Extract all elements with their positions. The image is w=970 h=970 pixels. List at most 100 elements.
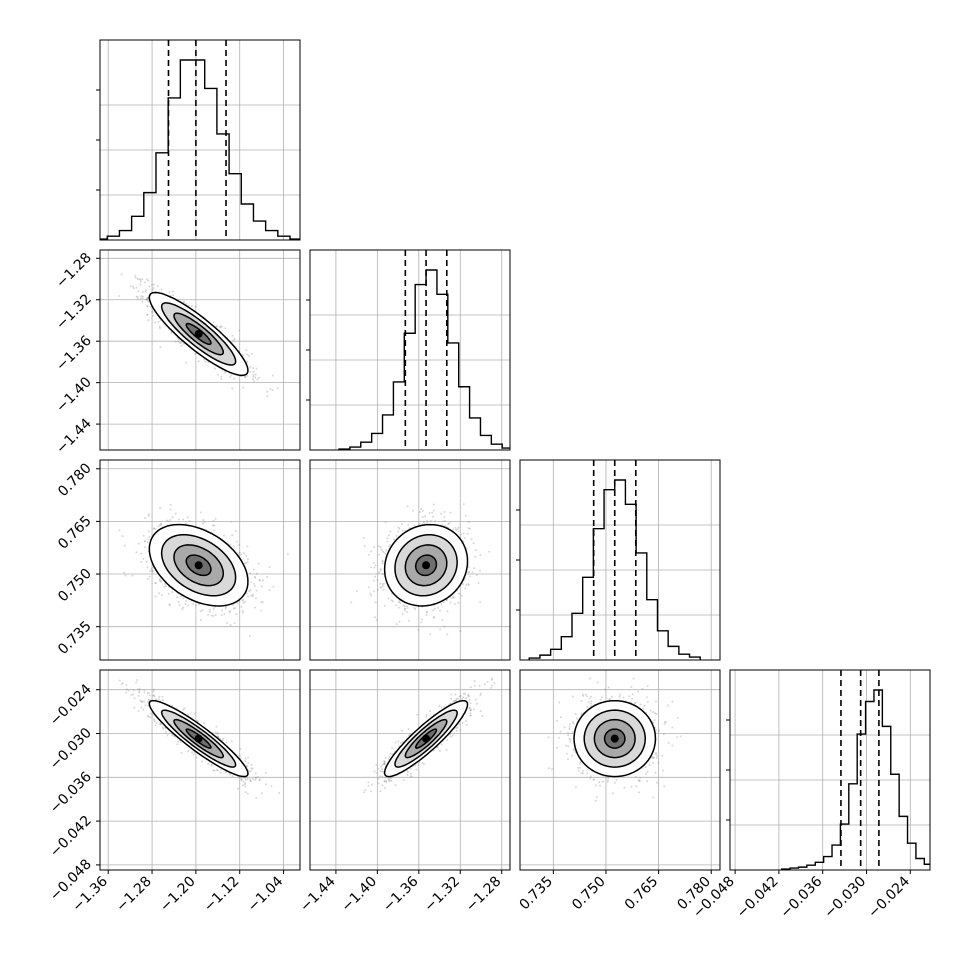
scatter-point [203,521,206,524]
scatter-point [247,354,250,357]
scatter-point [139,699,142,702]
scatter-point [251,767,254,770]
scatter-point [197,360,200,363]
scatter-point [370,566,373,569]
scatter-point [255,572,258,575]
scatter-point [467,583,470,586]
scatter-point [259,579,262,582]
panel-frame [99,39,301,241]
scatter-point [136,295,139,298]
scatter-point [244,778,247,781]
scatter-point [220,377,223,380]
scatter-point [212,607,215,610]
scatter-point [420,621,423,624]
scatter-point [229,376,232,379]
scatter-point [208,610,211,613]
scatter-point [190,305,193,308]
scatter-point [237,787,240,790]
scatter-point [250,581,253,584]
scatter-point [160,594,163,597]
scatter-point [182,597,185,600]
scatter-point [210,614,213,617]
scatter-point [183,707,186,710]
scatter-point [387,597,390,600]
scatter-point [439,628,442,631]
scatter-point [479,554,482,557]
scatter-point [151,283,154,286]
scatter-point [443,625,446,628]
scatter-point [135,551,138,554]
scatter-point [260,585,263,588]
scatter-point [179,342,182,345]
scatter-point [155,698,158,701]
scatter-point [180,344,183,347]
scatter-point [260,792,263,795]
scatter-point [412,509,415,512]
scatter-point [249,572,252,575]
scatter-point [183,300,186,303]
scatter-point [159,580,162,583]
scatter-point [195,756,198,759]
scatter-point [192,602,195,605]
scatter-point [443,519,446,522]
scatter-point [225,741,228,744]
scatter-point [240,605,243,608]
scatter-point [213,769,216,772]
scatter-point [182,606,185,609]
histogram-panel-1 [96,39,301,241]
scatter-point [449,511,452,514]
scatter-point [214,517,217,520]
scatter-point [209,608,212,611]
scatter-point [151,288,154,291]
scatter-point [420,618,423,621]
scatter-point [254,373,257,376]
scatter-point [174,512,177,515]
scatter-point [194,712,197,715]
scatter-point [221,609,224,612]
scatter-point [171,591,174,594]
scatter-point [120,683,123,686]
scatter-point [381,560,384,563]
scatter-point [167,592,170,595]
scatter-point [456,528,459,531]
scatter-point [250,594,253,597]
scatter-point [152,688,155,691]
scatter-point [266,395,269,398]
scatter-point [239,747,242,750]
scatter-point [244,782,247,785]
scatter-point [146,297,149,300]
scatter-point [434,520,437,523]
scatter-point [132,689,135,692]
scatter-point [445,599,448,602]
scatter-point [231,387,234,390]
scatter-point [403,607,406,610]
scatter-point [380,586,383,589]
scatter-point [467,571,470,574]
scatter-point [379,546,382,549]
scatter-point [187,750,190,753]
scatter-point [148,535,151,538]
scatter-point [149,570,152,573]
scatter-point [224,606,227,609]
scatter-point [473,567,476,570]
scatter-point [468,521,471,524]
histogram-step [100,59,300,240]
scatter-point [239,553,242,556]
scatter-point [268,565,271,568]
scatter-point [153,527,156,530]
scatter-point [201,522,204,525]
scatter-point [454,526,457,529]
scatter-point [233,622,236,625]
scatter-point [177,338,180,341]
scatter-point [449,601,452,604]
scatter-point [385,549,388,552]
scatter-point [452,595,455,598]
scatter-point [247,558,250,561]
scatter-point [247,595,250,598]
y-tick-label: −1.32 [53,291,95,333]
scatter-point [219,771,222,774]
scatter-point [151,570,154,573]
scatter-point [201,760,204,763]
scatter-point [395,534,398,537]
